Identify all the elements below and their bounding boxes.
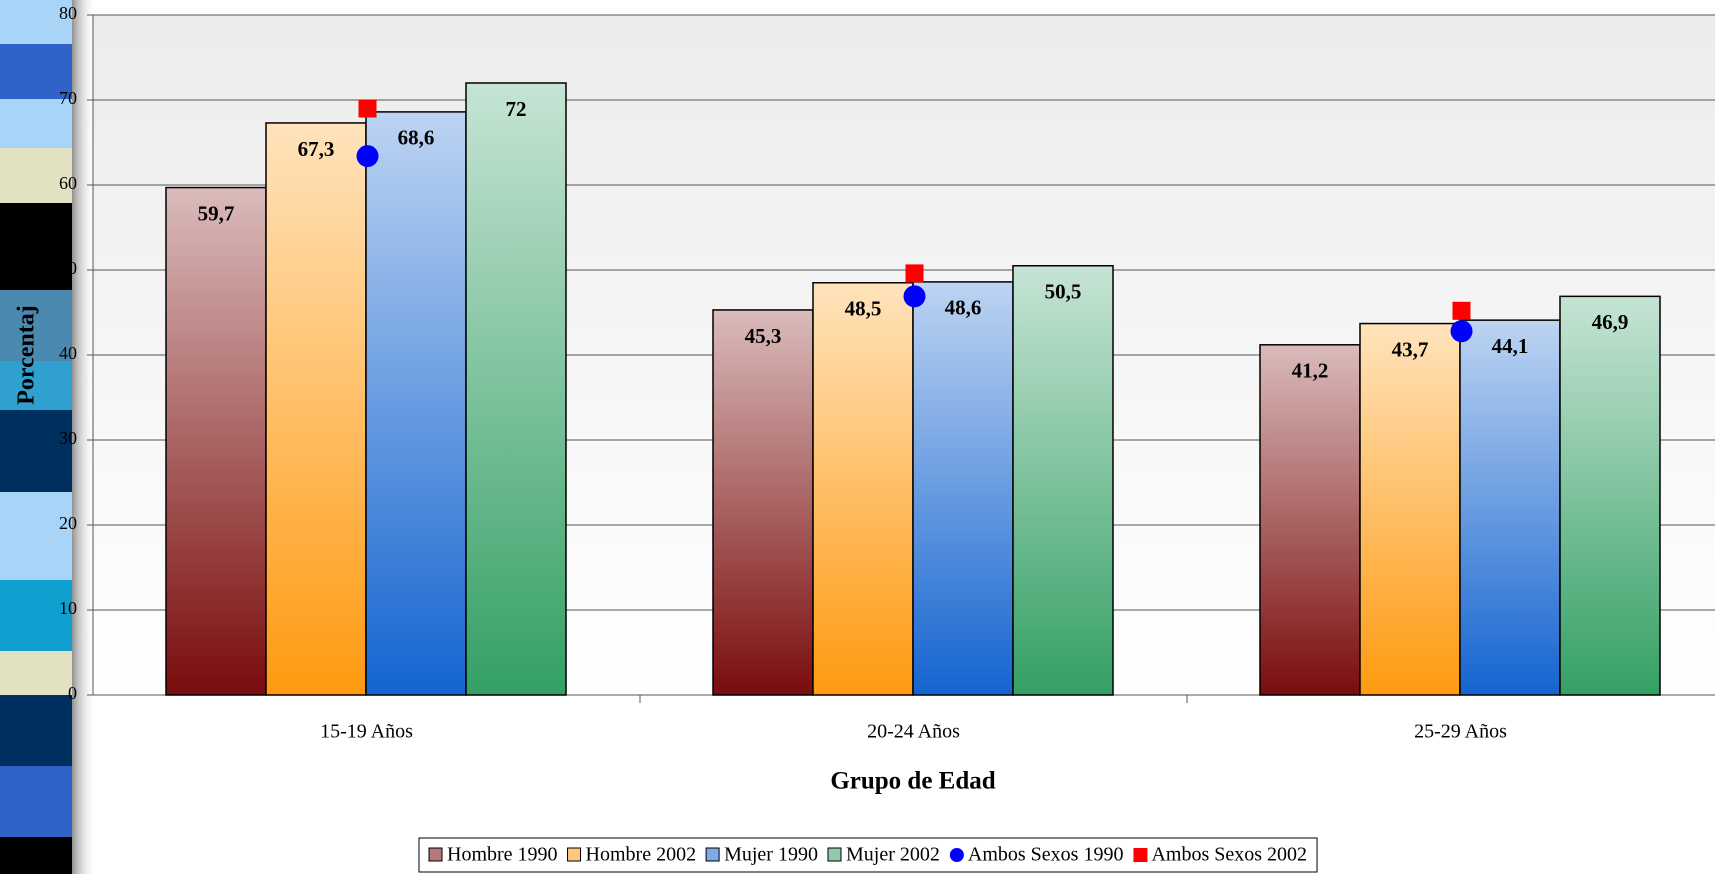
bar [712, 309, 814, 696]
value-label: 68,6 [398, 126, 435, 150]
bar [465, 82, 567, 696]
legend-label: Hombre 2002 [586, 844, 697, 866]
value-label: 50,5 [1045, 280, 1082, 304]
y-tick-label: 60 [59, 173, 77, 193]
y-tick-label: 40 [59, 343, 77, 363]
legend-swatch [567, 847, 582, 862]
bar [912, 281, 1014, 696]
x-axis-title: Grupo de Edad [830, 768, 995, 795]
side-decoration [0, 0, 96, 874]
bar [1359, 322, 1461, 696]
bar [165, 186, 267, 696]
y-tick-label: 0 [68, 683, 77, 703]
value-label: 67,3 [298, 137, 335, 161]
point [905, 264, 924, 283]
y-tick-label: 50 [59, 258, 77, 278]
value-label: 43,7 [1392, 337, 1429, 361]
point [903, 285, 926, 308]
value-label: 41,2 [1292, 359, 1329, 383]
legend-label: Mujer 1990 [724, 844, 818, 866]
bar [365, 111, 467, 696]
y-axis-title: Porcentaj [14, 305, 40, 405]
value-label: 46,9 [1592, 310, 1629, 334]
value-label: 48,6 [945, 296, 982, 320]
legend-label: Hombre 1990 [447, 844, 558, 866]
x-tick-label: 15-19 Años [320, 721, 413, 743]
legend-swatch [705, 847, 720, 862]
bar [1559, 295, 1661, 696]
y-tick-label: 10 [59, 598, 77, 618]
value-label: 72 [506, 97, 527, 121]
point [1450, 320, 1473, 343]
x-tick-label: 20-24 Años [867, 721, 960, 743]
legend-label: Mujer 2002 [846, 844, 940, 866]
y-tick-label: 20 [59, 513, 77, 533]
value-label: 45,3 [745, 324, 782, 348]
bar [1012, 265, 1114, 696]
bar [265, 122, 367, 696]
y-tick-label: 30 [59, 428, 77, 448]
point [1452, 301, 1471, 320]
value-label: 44,1 [1492, 334, 1529, 358]
point [358, 99, 377, 118]
value-label: 59,7 [198, 201, 235, 225]
value-label: 48,5 [845, 297, 882, 321]
bar [812, 282, 914, 696]
point [356, 145, 379, 168]
y-tick-label: 70 [59, 88, 77, 108]
legend-swatch [1133, 848, 1148, 862]
bar [1459, 319, 1561, 696]
legend-swatch [428, 847, 443, 862]
legend-swatch [949, 848, 964, 862]
legend-label: Ambos Sexos 2002 [1151, 844, 1307, 866]
legend-label: Ambos Sexos 1990 [968, 844, 1124, 866]
legend-swatch [827, 847, 842, 862]
y-tick-label: 80 [59, 3, 77, 23]
x-tick-label: 25-29 Años [1414, 721, 1507, 743]
bar [1259, 344, 1361, 696]
